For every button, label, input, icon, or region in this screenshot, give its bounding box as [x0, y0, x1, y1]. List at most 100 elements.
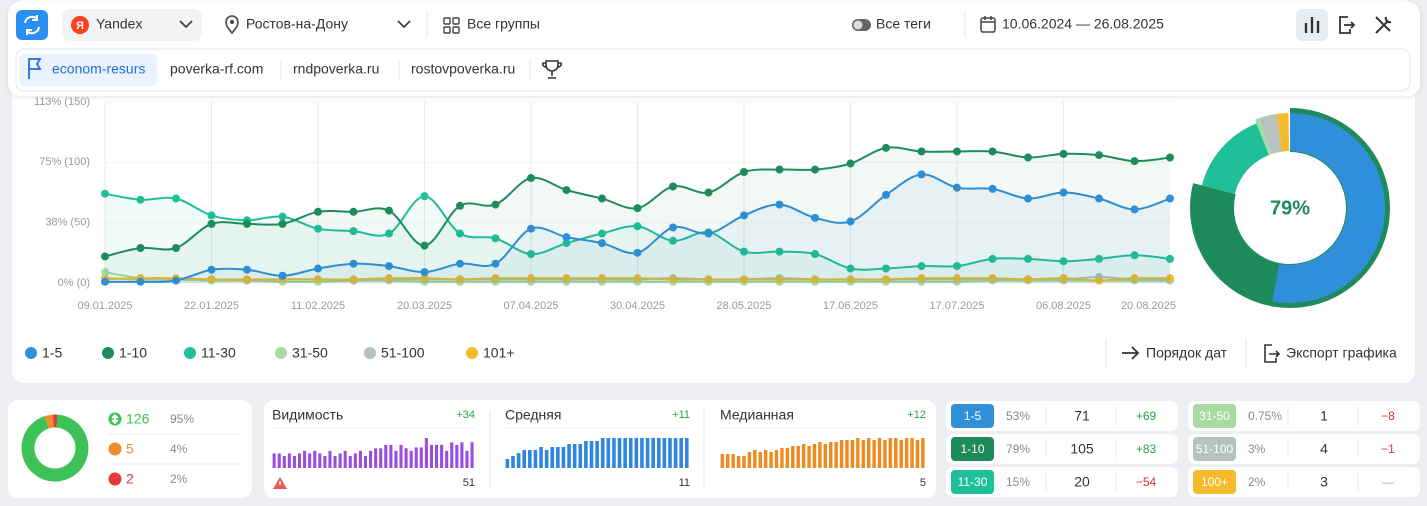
metric-bar — [801, 444, 806, 468]
data-point — [1059, 149, 1068, 158]
data-point — [278, 219, 287, 228]
metric-delta: +11 — [672, 409, 690, 421]
legend-item[interactable]: 101+ — [466, 345, 515, 361]
metric-bar — [303, 450, 307, 468]
metric-bar — [272, 453, 276, 468]
site-tab[interactable]: rostovpoverka.ru — [411, 61, 515, 77]
summary-share: 2% — [170, 472, 188, 486]
metric-bar — [921, 438, 925, 468]
tags-select[interactable]: Все теги — [852, 16, 931, 32]
range-share: 53% — [1006, 409, 1030, 423]
engine-logo-bg — [71, 16, 89, 34]
range-label: 51-100 — [1196, 442, 1234, 456]
summary-count: 126 — [126, 411, 150, 427]
metric-bar — [899, 440, 903, 468]
bars-icon — [1304, 17, 1320, 33]
data-point — [101, 268, 109, 277]
x-tick-label: 07.04.2025 — [503, 300, 558, 312]
data-point — [775, 165, 784, 174]
data-point — [740, 167, 748, 176]
export-button[interactable] — [1339, 16, 1356, 34]
metric-bar — [292, 456, 296, 468]
date-range[interactable]: 10.06.2024 — 26.08.2025 — [980, 16, 1164, 33]
range-delta: +83 — [1136, 442, 1157, 456]
engine-select[interactable]: Я Yandex — [62, 9, 202, 41]
data-point — [456, 275, 464, 284]
export-chart-button[interactable]: Экспорт графика — [1264, 344, 1397, 363]
data-point — [1130, 274, 1139, 283]
data-point — [598, 274, 606, 283]
metric-bar — [374, 448, 378, 468]
metric-bar — [589, 441, 594, 468]
range-delta: −54 — [1136, 475, 1157, 489]
metric-title: Медианная — [720, 407, 794, 423]
site-tab[interactable]: econom-resurs — [52, 61, 145, 77]
legend-item[interactable]: 51-100 — [364, 345, 425, 361]
metric-value: 51 — [463, 477, 475, 489]
region-select[interactable]: Ростов-на-Дону — [225, 15, 411, 35]
tags: Все теги — [876, 16, 931, 32]
donut-center-label: 79% — [1270, 197, 1310, 219]
export-icon — [1339, 16, 1356, 34]
data-point — [846, 275, 855, 284]
tools-button[interactable] — [1375, 16, 1392, 34]
metric-bar — [640, 438, 644, 468]
metric-bar — [823, 444, 828, 468]
summary-count: 2 — [126, 471, 134, 487]
data-point — [1095, 276, 1103, 285]
legend-label: 1-10 — [119, 345, 147, 361]
data-point — [740, 211, 748, 220]
region: Ростов-на-Дону — [246, 16, 348, 32]
data-point — [1166, 274, 1174, 283]
data-point — [988, 184, 997, 193]
data-point — [953, 262, 961, 271]
data-point — [562, 186, 571, 195]
date-order-button[interactable]: Порядок дат — [1122, 345, 1228, 361]
metric-bar — [742, 456, 746, 468]
refresh-button[interactable] — [16, 10, 48, 40]
data-point — [491, 259, 500, 268]
metric-bar — [516, 453, 521, 468]
data-point — [669, 223, 677, 232]
legend-item[interactable]: 31-50 — [275, 345, 328, 361]
metric-bar — [343, 450, 347, 468]
metric-bar — [282, 456, 286, 468]
data-point — [243, 219, 251, 228]
data-point — [811, 165, 819, 174]
site-tab[interactable]: rndpoverka.ru — [293, 61, 379, 77]
groups-select[interactable]: Все группы — [443, 16, 540, 34]
legend-label: 11-30 — [201, 345, 236, 361]
position-row — [1188, 467, 1420, 497]
metric-bar — [333, 456, 337, 468]
data-point — [243, 275, 251, 284]
chart-view-button[interactable] — [1296, 9, 1328, 41]
y-tick-label: 0% (0) — [58, 277, 90, 289]
data-point — [456, 201, 464, 210]
legend-item[interactable]: 11-30 — [184, 345, 236, 361]
data-point — [385, 229, 393, 238]
legend-item[interactable]: 1-5 — [25, 345, 62, 361]
summary-donut-segment — [21, 414, 89, 482]
metric-bar — [736, 456, 741, 468]
summary-donut-segment — [44, 414, 54, 429]
metric-bar — [839, 440, 844, 468]
x-tick-label: 17.06.2025 — [823, 300, 878, 312]
data-point — [882, 275, 890, 284]
data-point — [598, 194, 606, 203]
action-label: Экспорт графика — [1286, 345, 1397, 361]
sites-bar — [15, 48, 1411, 92]
data-point — [136, 244, 145, 253]
legend-label: 101+ — [483, 345, 515, 361]
metric-bar — [511, 456, 515, 468]
data-point — [846, 159, 855, 168]
legend-item[interactable]: 1-10 — [102, 345, 147, 361]
active-site-bg — [19, 54, 157, 86]
metric-bar — [872, 440, 876, 468]
site-tab[interactable]: poverka-rf.com — [170, 61, 263, 77]
trophy-icon[interactable] — [542, 60, 562, 79]
data-point — [349, 207, 358, 216]
metric-bar — [877, 438, 882, 468]
groups: Все группы — [467, 16, 540, 32]
data-point — [172, 194, 180, 203]
